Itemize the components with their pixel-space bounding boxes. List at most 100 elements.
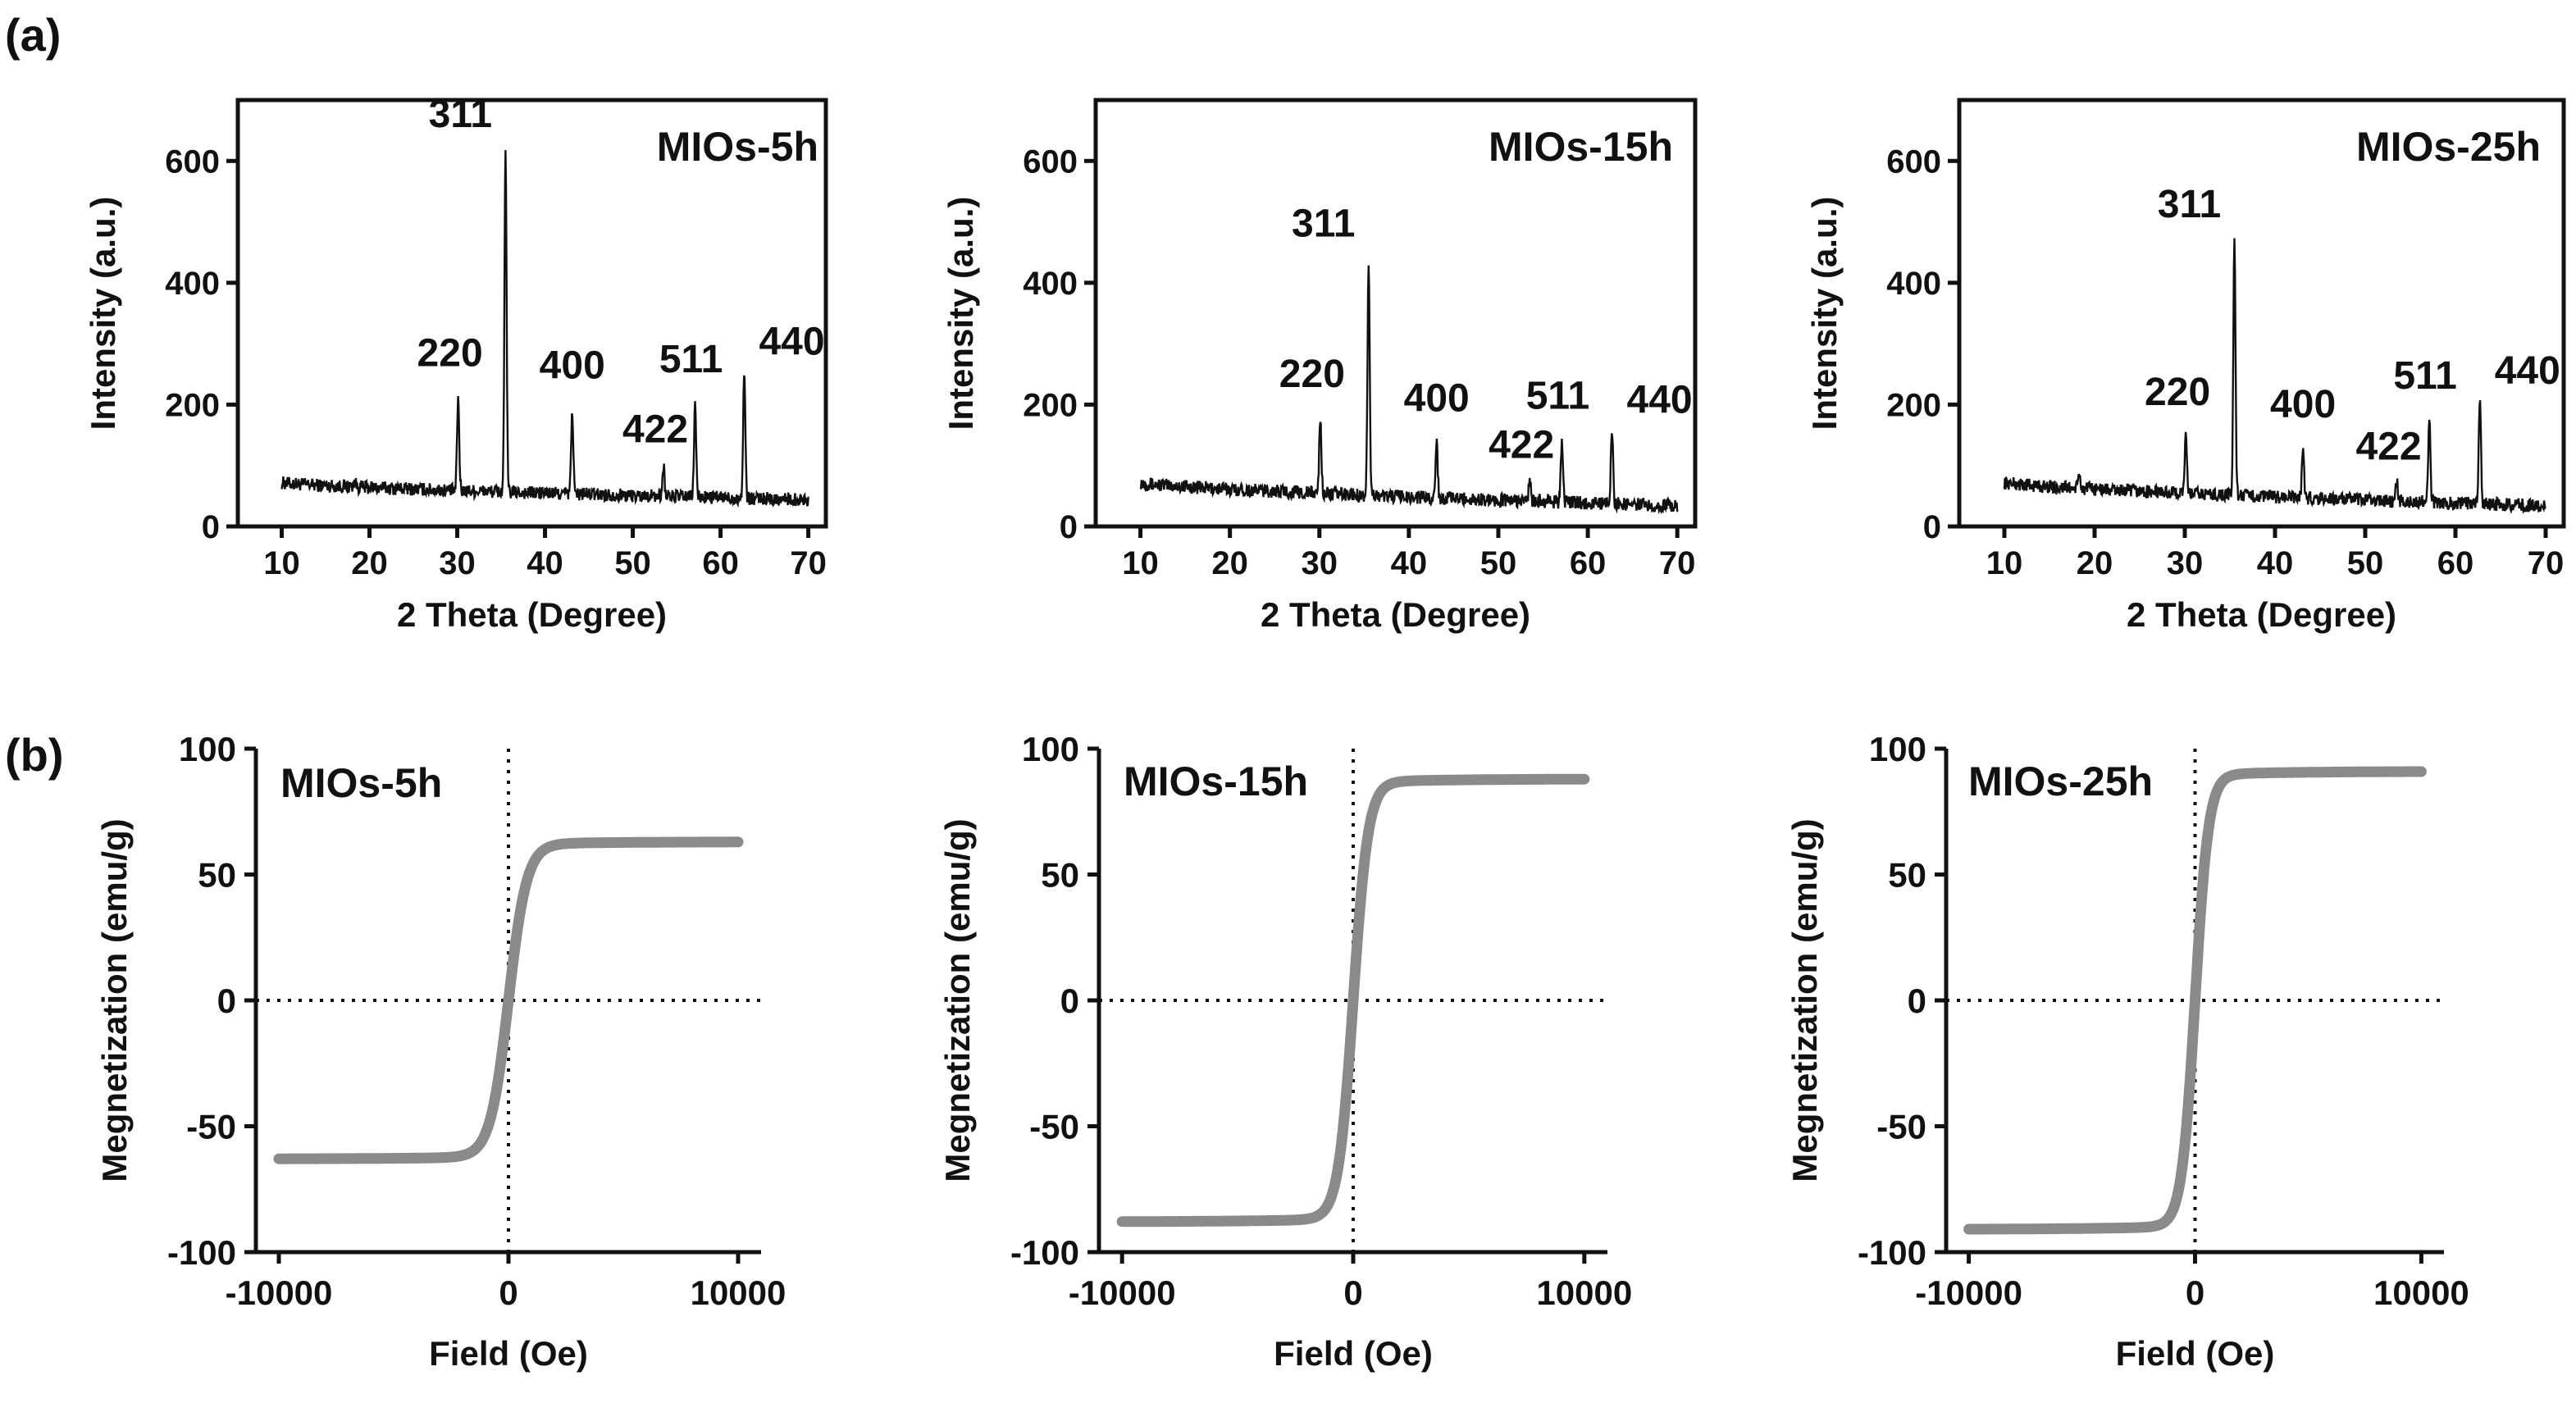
peak-label-311: 311: [1292, 203, 1355, 246]
y-tick-label: 400: [1023, 266, 1078, 302]
y-axis-label: Intensity (a.u.): [84, 197, 122, 430]
x-axis-label: 2 Theta (Degree): [1261, 595, 1530, 634]
x-tick-label: 50: [1480, 545, 1517, 581]
y-axis-label: Intensity (a.u.): [1805, 197, 1844, 430]
peak-label-220: 220: [1279, 353, 1345, 396]
x-tick-label: 60: [2437, 545, 2474, 581]
y-tick-label: 50: [1888, 856, 1926, 895]
y-tick-label: 100: [1869, 730, 1926, 768]
chart-b-2: -10000 0 10000 -100 -50 0 50 100 MIOs-15h Field (…: [938, 730, 1632, 1373]
chart-title: MIOs-25h: [2356, 124, 2541, 170]
y-tick-label: 0: [202, 509, 220, 545]
plot-frame: [235, 98, 828, 529]
y-axis-label: Megnetization (emu/g): [1785, 818, 1824, 1182]
x-tick-label: 10: [1986, 545, 2023, 581]
x-axis-label: 2 Theta (Degree): [2127, 595, 2396, 634]
peak-label-511: 511: [659, 338, 723, 381]
y-tick-label: -50: [186, 1108, 236, 1146]
peak-label-400: 400: [2270, 383, 2336, 426]
x-tick-label: 50: [614, 545, 651, 581]
xrd-pattern-line: [280, 150, 809, 508]
panel-label-b: (b): [5, 729, 64, 781]
x-tick-label: -10000: [1915, 1273, 2022, 1312]
x-tick-label: 70: [1659, 545, 1696, 581]
y-tick-label: 50: [198, 856, 236, 895]
x-axis-label: 2 Theta (Degree): [397, 595, 667, 634]
y-tick-label: 50: [1041, 856, 1079, 895]
y-tick-label: 100: [1022, 730, 1079, 768]
x-tick-label: 0: [1343, 1273, 1362, 1312]
x-tick-label: 30: [1302, 545, 1338, 581]
peak-label-422: 422: [622, 408, 688, 452]
y-tick-label: 0: [1908, 982, 1926, 1020]
chart-b-1: -10000 0 10000 -100 -50 0 50 100 MIOs-5h Field (O…: [95, 730, 786, 1373]
y-tick-label: 0: [217, 982, 236, 1020]
peak-label-311: 311: [2158, 183, 2221, 226]
x-axis-label: Field (Oe): [429, 1334, 588, 1373]
peak-label-440: 440: [759, 320, 824, 363]
y-axis-label: Intensity (a.u.): [941, 197, 980, 430]
x-tick-label: 50: [2347, 545, 2384, 581]
x-tick-label: 40: [2257, 545, 2294, 581]
x-tick-label: -10000: [226, 1273, 333, 1312]
magnetization-curve: [1963, 766, 2427, 1235]
peak-label-400: 400: [540, 344, 605, 387]
plot-frame: [1093, 98, 1698, 529]
peak-label-511: 511: [2393, 354, 2456, 398]
x-tick-label: 30: [2167, 545, 2204, 581]
x-tick-label: 20: [2077, 545, 2113, 581]
xrd-pattern-line: [1139, 265, 1679, 515]
y-tick-label: 0: [1060, 509, 1078, 545]
y-tick-label: -50: [1029, 1108, 1079, 1146]
chart-a-3: 10 20 30 40 50 60 70 0 200 400 600 220 311 400 422 511 4…: [1805, 98, 2566, 634]
y-tick-label: 100: [179, 730, 236, 768]
y-tick-label: 600: [165, 143, 220, 180]
x-tick-label: 70: [2528, 545, 2565, 581]
x-tick-label: 0: [2186, 1273, 2204, 1312]
chart-title: MIOs-25h: [1968, 758, 2153, 804]
peak-label-422: 422: [1489, 423, 1554, 467]
x-tick-label: 70: [790, 545, 827, 581]
x-axis-label: Field (Oe): [1274, 1334, 1433, 1373]
x-tick-label: 10: [263, 545, 300, 581]
y-tick-label: 200: [1023, 387, 1078, 423]
x-tick-label: 0: [499, 1273, 517, 1312]
y-tick-label: -50: [1876, 1108, 1926, 1146]
magnetization-curve: [1116, 773, 1590, 1228]
peak-label-220: 220: [2145, 371, 2210, 414]
peak-label-400: 400: [1404, 376, 1470, 420]
panel-label-a: (a): [5, 9, 61, 61]
y-tick-label: 0: [1923, 509, 1941, 545]
y-tick-label: 0: [1060, 982, 1079, 1020]
chart-title: MIOs-15h: [1489, 124, 1673, 170]
y-axis-label: Megnetization (emu/g): [95, 818, 134, 1182]
y-tick-label: -100: [167, 1233, 236, 1272]
peak-label-311: 311: [429, 93, 492, 136]
plot-frame: [1957, 98, 2566, 529]
y-tick-label: 200: [165, 387, 220, 423]
peak-label-440: 440: [2495, 349, 2560, 393]
x-tick-label: 10000: [2373, 1273, 2469, 1312]
peak-label-440: 440: [1627, 379, 1693, 422]
x-tick-label: 10000: [1536, 1273, 1632, 1312]
x-tick-label: 20: [351, 545, 388, 581]
y-tick-label: 200: [1886, 387, 1941, 423]
x-tick-label: 30: [439, 545, 476, 581]
peak-label-220: 220: [417, 332, 483, 376]
chart-a-1: 10 20 30 40 50 60 70 0 200 400 600 220 311 400 422 511 4…: [84, 93, 828, 634]
x-tick-label: 20: [1211, 545, 1248, 581]
y-tick-label: 600: [1886, 143, 1941, 180]
x-tick-label: 60: [1570, 545, 1607, 581]
chart-title: MIOs-5h: [280, 760, 442, 806]
x-tick-label: 10: [1122, 545, 1159, 581]
peak-label-511: 511: [1526, 375, 1589, 418]
chart-b-3: -10000 0 10000 -100 -50 0 50 100 MIOs-25h Field (…: [1785, 730, 2469, 1373]
x-tick-label: 10000: [691, 1273, 786, 1312]
magnetization-curve: [273, 836, 744, 1164]
x-tick-label: 40: [527, 545, 563, 581]
x-tick-label: 40: [1391, 545, 1428, 581]
y-tick-label: -100: [1858, 1233, 1926, 1272]
xrd-pattern-line: [2003, 238, 2546, 514]
y-tick-label: 400: [165, 266, 220, 302]
